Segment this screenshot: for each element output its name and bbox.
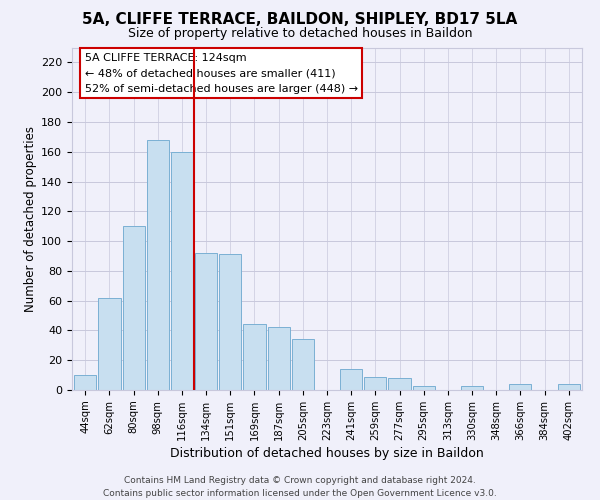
Bar xyxy=(268,328,290,390)
Bar xyxy=(340,369,362,390)
Bar xyxy=(219,254,241,390)
Bar xyxy=(195,253,217,390)
Bar xyxy=(388,378,410,390)
Text: Contains HM Land Registry data © Crown copyright and database right 2024.
Contai: Contains HM Land Registry data © Crown c… xyxy=(103,476,497,498)
Y-axis label: Number of detached properties: Number of detached properties xyxy=(24,126,37,312)
Bar xyxy=(461,386,483,390)
Bar xyxy=(557,384,580,390)
Text: 5A CLIFFE TERRACE: 124sqm
← 48% of detached houses are smaller (411)
52% of semi: 5A CLIFFE TERRACE: 124sqm ← 48% of detac… xyxy=(85,52,358,94)
Text: 5A, CLIFFE TERRACE, BAILDON, SHIPLEY, BD17 5LA: 5A, CLIFFE TERRACE, BAILDON, SHIPLEY, BD… xyxy=(82,12,518,28)
Bar xyxy=(244,324,266,390)
Bar xyxy=(364,376,386,390)
Bar xyxy=(122,226,145,390)
Text: Size of property relative to detached houses in Baildon: Size of property relative to detached ho… xyxy=(128,28,472,40)
Bar xyxy=(509,384,532,390)
Bar xyxy=(74,375,97,390)
Bar xyxy=(292,340,314,390)
Bar xyxy=(146,140,169,390)
Bar xyxy=(413,386,435,390)
X-axis label: Distribution of detached houses by size in Baildon: Distribution of detached houses by size … xyxy=(170,447,484,460)
Bar xyxy=(98,298,121,390)
Bar xyxy=(171,152,193,390)
